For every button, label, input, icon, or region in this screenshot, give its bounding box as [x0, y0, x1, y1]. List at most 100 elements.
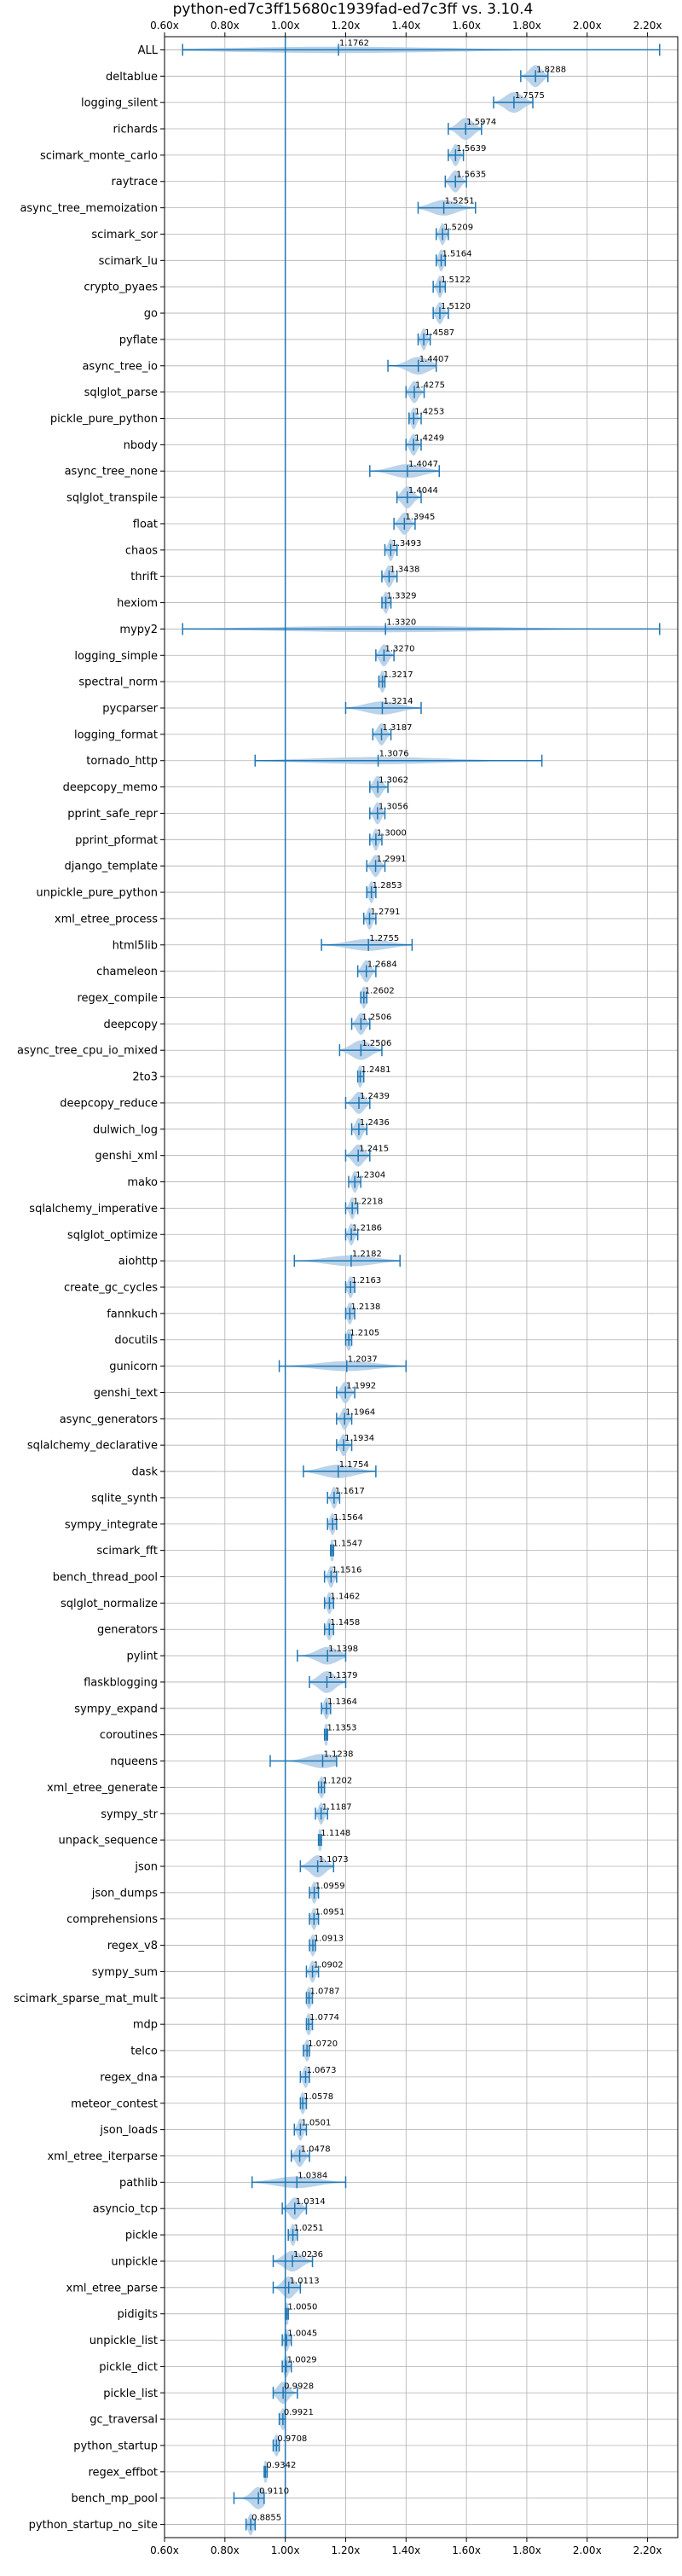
y-tick-label-11: pyflate	[119, 334, 158, 346]
value-label-6: 1.5251	[445, 197, 475, 206]
y-tick-label-86: pidigits	[118, 2308, 159, 2321]
y-tick-label-43: mako	[127, 1176, 158, 1189]
y-tick-label-0: ALL	[138, 44, 159, 57]
y-tick-label-14: pickle_pure_python	[50, 413, 158, 426]
x-tick-label-bottom-0: 0.60x	[150, 2544, 179, 2556]
value-label-12: 1.4407	[419, 355, 449, 364]
y-tick-label-61: pylint	[126, 1651, 158, 1663]
value-label-90: 0.9921	[284, 2408, 314, 2417]
value-label-27: 1.3076	[379, 750, 409, 759]
x-tick-label-bottom-4: 1.40x	[391, 2544, 420, 2556]
y-tick-label-81: pathlib	[119, 2177, 158, 2190]
x-tick-label-top-1: 0.80x	[211, 20, 240, 32]
value-label-21: 1.3329	[387, 592, 417, 601]
value-label-60: 1.1458	[330, 1618, 360, 1627]
value-label-39: 1.2481	[361, 1065, 391, 1075]
value-label-23: 1.3270	[384, 644, 414, 653]
value-label-51: 1.1992	[346, 1381, 376, 1390]
y-tick-label-8: scimark_lu	[99, 255, 158, 268]
value-label-30: 1.3000	[377, 828, 407, 838]
value-label-8: 1.5164	[442, 249, 472, 258]
value-label-40: 1.2439	[360, 1092, 390, 1101]
y-tick-label-93: bench_mp_pool	[71, 2492, 158, 2505]
y-tick-label-62: flaskblogging	[84, 1676, 158, 1689]
y-tick-label-76: telco	[130, 2045, 158, 2058]
y-tick-label-53: sqlalchemy_declarative	[27, 1440, 158, 1453]
y-tick-label-6: async_tree_memoization	[20, 202, 158, 215]
value-label-82: 1.0314	[296, 2197, 326, 2207]
value-label-28: 1.3062	[379, 776, 408, 786]
y-tick-label-4: scimark_monte_carlo	[40, 149, 158, 162]
y-tick-label-21: hexiom	[117, 597, 158, 610]
y-tick-label-74: scimark_sparse_mat_mult	[14, 1993, 158, 2005]
value-label-74: 1.0787	[310, 1987, 340, 1996]
y-tick-label-71: comprehensions	[66, 1913, 158, 1926]
value-label-29: 1.3056	[379, 802, 408, 811]
value-label-15: 1.4249	[414, 433, 444, 443]
value-label-93: 0.9110	[259, 2487, 289, 2497]
value-label-43: 1.2304	[355, 1171, 385, 1181]
value-label-88: 1.0029	[287, 2355, 317, 2364]
value-label-4: 1.5639	[456, 144, 486, 154]
y-tick-label-2: logging_silent	[81, 97, 158, 110]
value-label-44: 1.2218	[353, 1197, 383, 1206]
value-label-42: 1.2415	[359, 1145, 389, 1154]
y-tick-label-38: async_tree_cpu_io_mixed	[17, 1045, 158, 1058]
value-label-31: 1.2991	[377, 855, 407, 864]
y-tick-label-49: docutils	[114, 1334, 158, 1347]
y-tick-label-28: deepcopy_memo	[63, 781, 158, 794]
x-tick-label-top-5: 1.60x	[452, 20, 481, 32]
chart-title: python-ed7c3ff15680c1939fad-ed7c3ff vs. …	[173, 1, 534, 18]
y-tick-label-57: scimark_fft	[96, 1545, 158, 1558]
y-tick-label-5: raytrace	[111, 176, 158, 189]
x-tick-label-bottom-2: 1.00x	[271, 2544, 300, 2556]
value-label-61: 1.1398	[328, 1645, 358, 1654]
y-tick-label-78: meteor_contest	[71, 2097, 158, 2110]
y-tick-label-89: pickle_list	[103, 2387, 158, 2400]
x-tick-label-bottom-1: 0.80x	[211, 2544, 240, 2556]
y-tick-label-10: go	[144, 308, 158, 321]
y-tick-label-15: nbody	[124, 439, 159, 452]
y-tick-label-3: richards	[113, 124, 159, 136]
value-label-81: 1.0384	[298, 2171, 327, 2180]
value-label-54: 1.1754	[339, 1460, 369, 1470]
y-tick-label-94: python_startup_no_site	[29, 2519, 158, 2532]
value-label-48: 1.2138	[350, 1303, 380, 1312]
value-label-24: 1.3217	[384, 670, 413, 680]
value-label-2: 1.7575	[515, 91, 545, 101]
y-tick-label-29: pprint_safe_repr	[67, 808, 158, 821]
y-tick-label-39: 2to3	[132, 1071, 158, 1084]
x-tick-label-top-8: 2.20x	[633, 20, 662, 32]
y-tick-label-75: mdp	[133, 2019, 158, 2032]
y-tick-label-73: sympy_sum	[92, 1966, 158, 1979]
value-label-80: 1.0478	[301, 2144, 331, 2154]
y-tick-label-17: sqlglot_transpile	[66, 492, 158, 505]
y-tick-label-51: genshi_text	[94, 1387, 158, 1400]
value-label-11: 1.4587	[425, 328, 454, 338]
value-label-35: 1.2684	[367, 960, 397, 970]
y-tick-label-18: float	[133, 518, 158, 531]
y-tick-label-24: spectral_norm	[78, 676, 158, 689]
y-tick-label-88: pickle_dict	[99, 2361, 158, 2374]
y-tick-label-56: sympy_integrate	[65, 1518, 158, 1531]
value-label-57: 1.1547	[332, 1540, 362, 1549]
x-axis-bottom: 0.60x 0.80x 1.00x 1.20x 1.40x 1.60x 1.80x 2.00x…	[150, 2538, 662, 2556]
y-tick-label-32: unpickle_pure_python	[36, 887, 158, 900]
y-tick-label-60: generators	[97, 1624, 158, 1637]
y-tick-label-87: unpickle_list	[90, 2335, 158, 2347]
x-tick-label-bottom-7: 2.00x	[573, 2544, 602, 2556]
value-label-7: 1.5209	[443, 223, 473, 232]
value-label-85: 1.0113	[290, 2277, 320, 2286]
y-tick-label-85: xml_etree_parse	[66, 2282, 158, 2295]
value-label-17: 1.4044	[408, 486, 438, 496]
value-label-41: 1.2436	[360, 1118, 390, 1128]
value-label-83: 1.0251	[294, 2224, 324, 2233]
y-tick-label-50: gunicorn	[109, 1361, 158, 1373]
y-tick-label-83: pickle	[125, 2230, 158, 2242]
value-label-92: 0.9342	[266, 2461, 296, 2470]
value-label-25: 1.3214	[383, 697, 413, 706]
value-label-19: 1.3493	[391, 539, 421, 548]
value-label-14: 1.4253	[414, 408, 444, 417]
y-tick-label-12: async_tree_io	[82, 360, 158, 373]
